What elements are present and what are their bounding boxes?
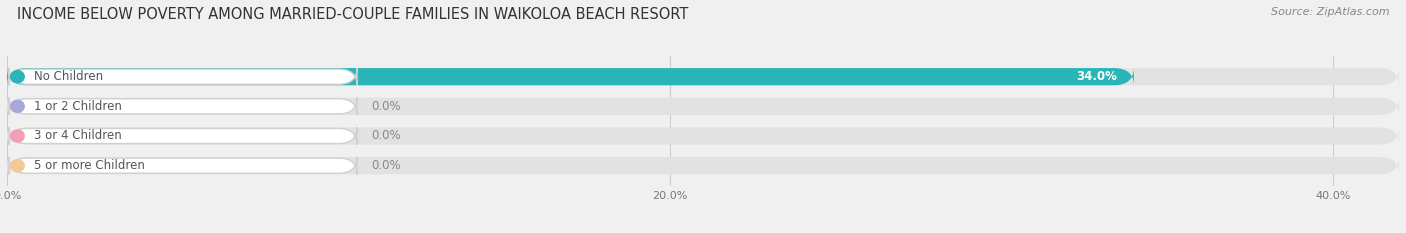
FancyBboxPatch shape — [7, 68, 1133, 86]
Text: 0.0%: 0.0% — [371, 100, 401, 113]
FancyBboxPatch shape — [8, 127, 357, 145]
Text: No Children: No Children — [34, 70, 103, 83]
FancyBboxPatch shape — [7, 97, 1399, 116]
Text: 1 or 2 Children: 1 or 2 Children — [34, 100, 122, 113]
Text: 0.0%: 0.0% — [371, 159, 401, 172]
Text: 3 or 4 Children: 3 or 4 Children — [34, 130, 122, 143]
Text: Source: ZipAtlas.com: Source: ZipAtlas.com — [1271, 7, 1389, 17]
Circle shape — [11, 160, 24, 172]
Text: 34.0%: 34.0% — [1077, 70, 1118, 83]
Text: 0.0%: 0.0% — [371, 130, 401, 143]
Text: 5 or more Children: 5 or more Children — [34, 159, 145, 172]
Circle shape — [11, 71, 24, 83]
FancyBboxPatch shape — [8, 98, 357, 115]
FancyBboxPatch shape — [8, 157, 357, 174]
Circle shape — [11, 100, 24, 112]
FancyBboxPatch shape — [7, 127, 1399, 145]
FancyBboxPatch shape — [7, 68, 1399, 86]
FancyBboxPatch shape — [8, 68, 357, 86]
FancyBboxPatch shape — [7, 156, 1399, 175]
Circle shape — [11, 130, 24, 142]
Text: INCOME BELOW POVERTY AMONG MARRIED-COUPLE FAMILIES IN WAIKOLOA BEACH RESORT: INCOME BELOW POVERTY AMONG MARRIED-COUPL… — [17, 7, 689, 22]
